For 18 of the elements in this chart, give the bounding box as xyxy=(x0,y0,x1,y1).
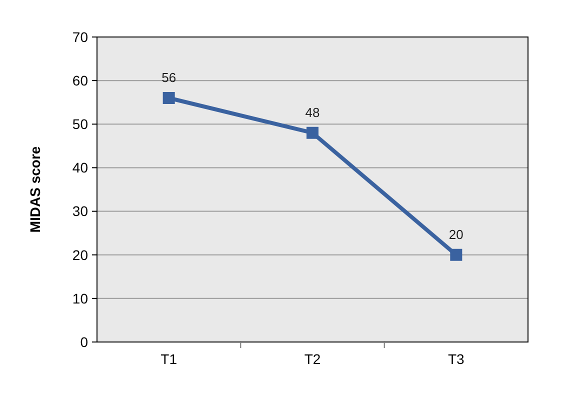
point xyxy=(450,248,462,261)
data-label: 20 xyxy=(448,226,464,242)
y-tick-label: 50 xyxy=(72,116,88,132)
y-tick-label: 70 xyxy=(72,28,88,45)
y-tick-label: 40 xyxy=(72,160,88,176)
y-tick-label: 0 xyxy=(80,334,88,350)
y-tick-label: 60 xyxy=(72,72,88,88)
x-tick-label: T3 xyxy=(448,351,465,367)
data-label: 48 xyxy=(305,104,320,120)
y-tick-label: 10 xyxy=(72,290,88,306)
y-axis-title: MIDAS score xyxy=(27,146,43,233)
point xyxy=(162,92,175,104)
data-label: 56 xyxy=(162,70,176,85)
x-tick-label: T1 xyxy=(160,351,178,367)
y-tick-label: 20 xyxy=(72,246,88,263)
y-tick-label: 30 xyxy=(72,203,88,220)
point xyxy=(306,126,318,139)
x-tick-label: T2 xyxy=(304,351,321,367)
